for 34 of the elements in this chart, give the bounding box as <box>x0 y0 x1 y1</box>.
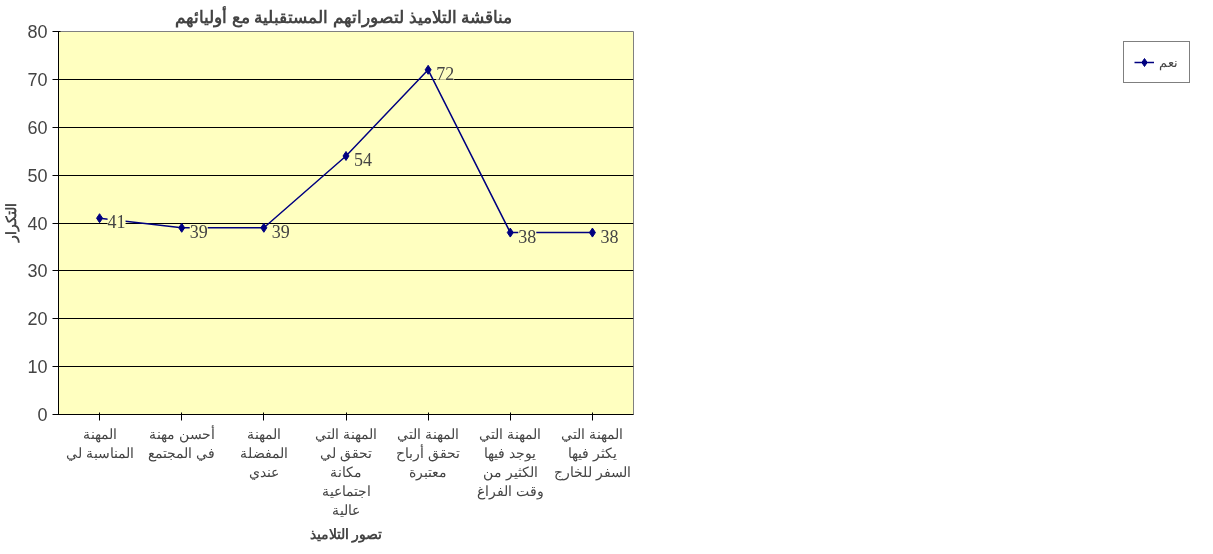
x-axis-title: تصور التلاميذ <box>309 526 383 544</box>
x-tick-label: المهنة التي يوجد فيها الكثير من وقت الفراغ <box>476 425 544 501</box>
y-tick-label: 40 <box>27 213 48 234</box>
point <box>506 227 514 238</box>
x-tick-label: المهنة التي يكثر فيها السفر للخارج <box>553 425 631 481</box>
x-tick-label: أحسن مهنة في المجتمع <box>148 423 216 462</box>
point <box>96 213 104 224</box>
y-tick-label: 60 <box>27 117 48 138</box>
y-tick-label: 80 <box>27 22 48 42</box>
data-label: 38 <box>600 226 619 247</box>
point <box>342 150 350 161</box>
y-tick-label: 30 <box>27 261 48 282</box>
data-label: 39 <box>271 221 290 242</box>
y-tick-label: 10 <box>27 357 48 378</box>
x-tick-label: المهنة المفضلة عندي <box>239 425 288 480</box>
legend-label: نعم <box>1159 54 1179 70</box>
x-tick-label: المهنة المناسبة لي <box>65 425 134 461</box>
y-axis-title: التكرار <box>3 203 21 244</box>
point <box>588 227 596 238</box>
x-tick-label: المهنة التي تحقق أرباح معتبرة <box>396 425 461 481</box>
chart-title: مناقشة التلاميذ لتصوراتهم المستقبلية مع أوليائهم <box>174 4 513 28</box>
y-tick-label: 0 <box>37 405 48 425</box>
data-label: 39 <box>189 221 208 242</box>
y-tick-label: 50 <box>27 165 48 186</box>
data-label: 41 <box>107 212 126 233</box>
point <box>178 222 186 233</box>
data-label: 54 <box>354 149 372 170</box>
point <box>260 222 268 233</box>
y-tick-label: 70 <box>27 69 48 90</box>
y-tick-label: 20 <box>27 309 48 330</box>
data-label: 38 <box>518 226 537 247</box>
x-tick-label: المهنة التي تحقق لي مكانة اجتماعية عالية <box>315 425 377 519</box>
point <box>424 64 432 75</box>
data-label: 72 <box>436 63 455 84</box>
